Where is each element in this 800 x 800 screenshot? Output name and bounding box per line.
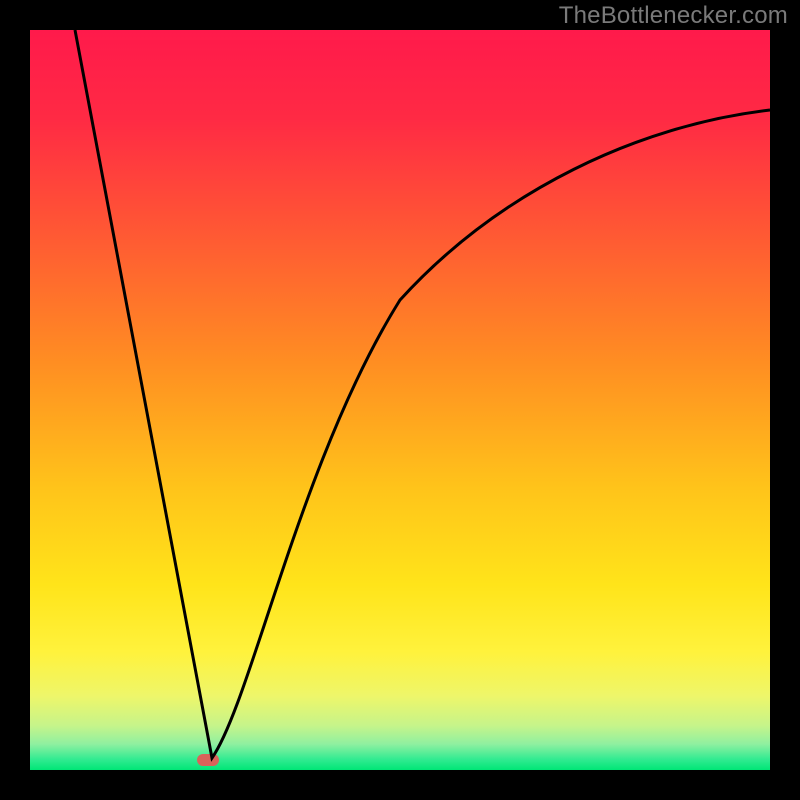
plot-background bbox=[30, 30, 770, 770]
chart-root: TheBottlenecker.com bbox=[0, 0, 800, 800]
bottleneck-chart bbox=[0, 0, 800, 800]
watermark-text: TheBottlenecker.com bbox=[559, 2, 788, 30]
trough-marker bbox=[197, 754, 219, 766]
